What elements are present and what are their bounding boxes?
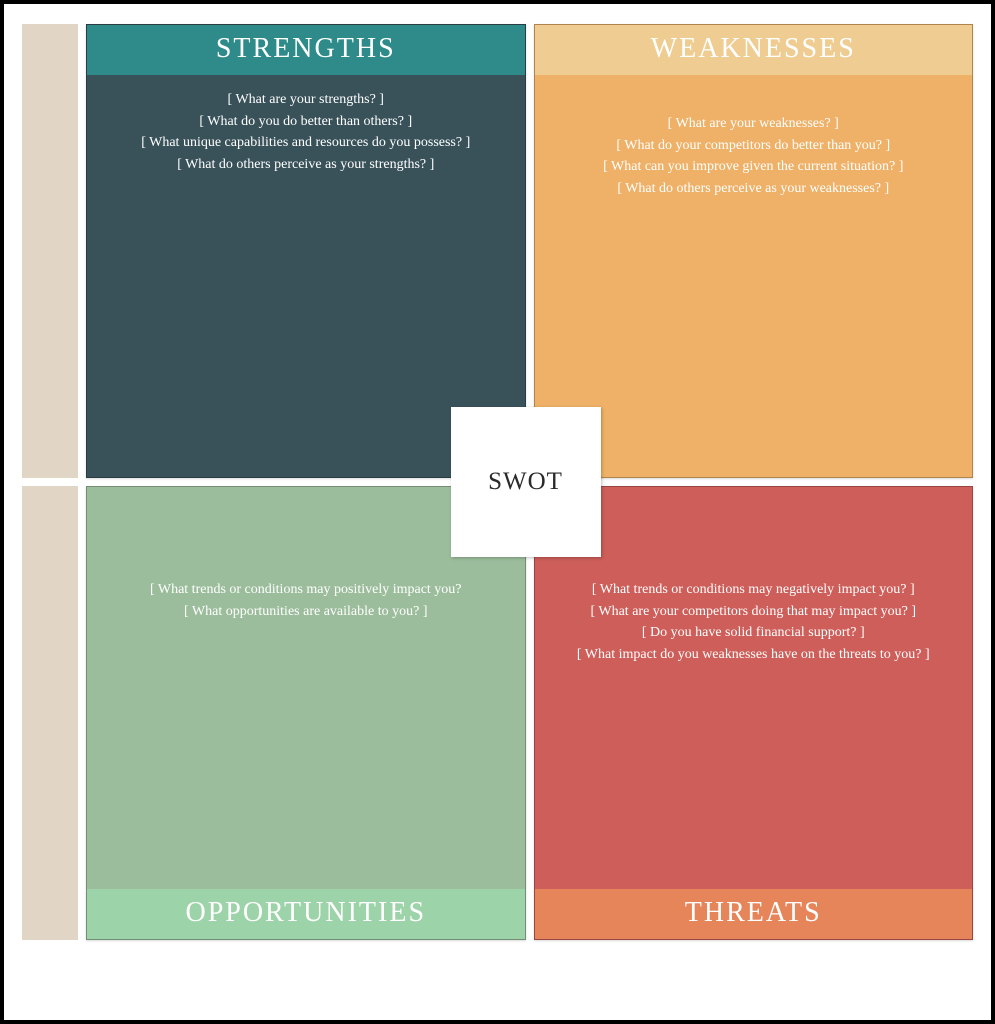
prompt: [ What unique capabilities and resources… [105,132,507,154]
swot-grid: STRENGTHS [ What are your strengths? ] [… [22,24,973,940]
prompt: [ What trends or conditions may negative… [592,579,915,601]
prompt: [ What impact do you weaknesses have on … [577,644,930,666]
side-stub-bottom [22,486,78,940]
prompt: [ What do others perceive as your weakne… [553,178,955,200]
prompt: [ What trends or conditions may positive… [150,579,462,601]
prompt: [ What are your competitors doing that m… [590,601,916,623]
prompt: [ What are your strengths? ] [105,89,507,111]
prompt: [ What opportunities are available to yo… [184,601,428,623]
threats-title: THREATS [535,889,973,939]
opportunities-title: OPPORTUNITIES [87,889,525,939]
prompt: [ What do others perceive as your streng… [105,154,507,176]
side-stub-top [22,24,78,478]
prompt: [ What do you do better than others? ] [105,111,507,133]
prompt: [ What can you improve given the current… [553,156,955,178]
prompt: [ What are your weaknesses? ] [553,113,955,135]
strengths-title: STRENGTHS [87,25,525,75]
center-swot-label: SWOT [451,407,601,557]
weaknesses-title: WEAKNESSES [535,25,973,75]
prompt: [ Do you have solid financial support? ] [642,622,865,644]
prompt: [ What do your competitors do better tha… [553,135,955,157]
swot-page: STRENGTHS [ What are your strengths? ] [… [0,0,995,1024]
